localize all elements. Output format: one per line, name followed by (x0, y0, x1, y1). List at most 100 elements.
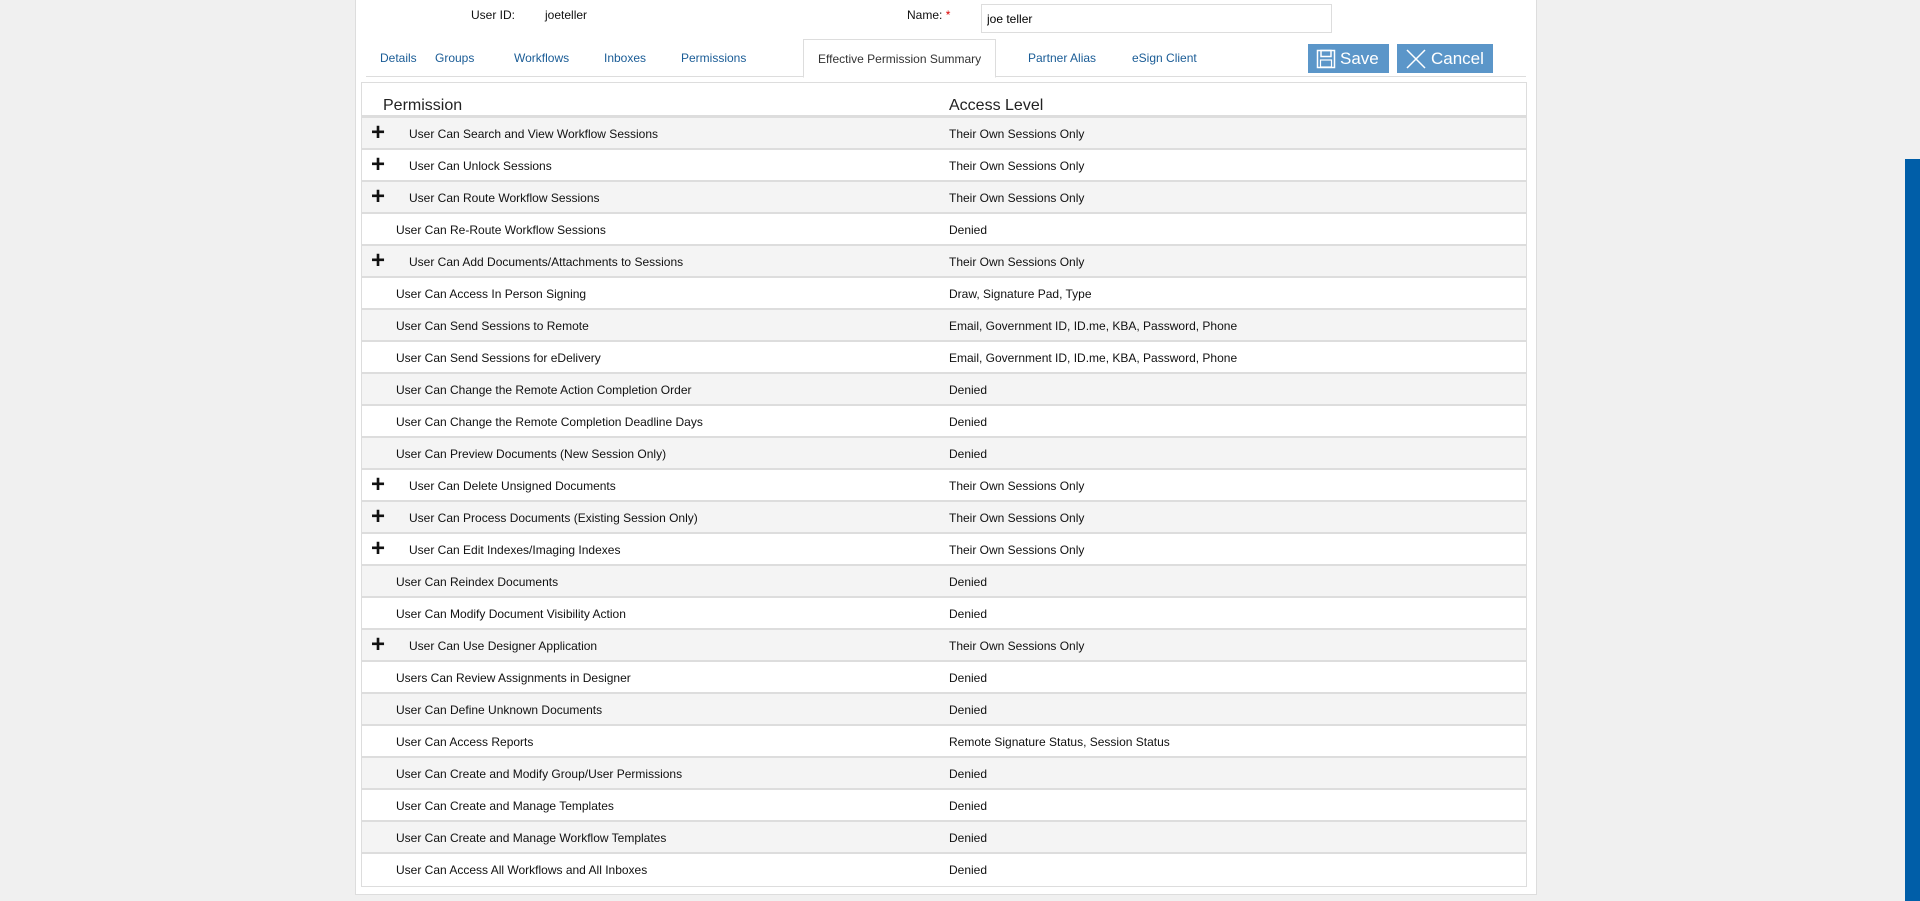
access-level: Their Own Sessions Only (949, 159, 1085, 173)
table-row: User Can Access Reports Remote Signature … (362, 726, 1526, 758)
table-row: User Can Send Sessions to Remote Email, G… (362, 310, 1526, 342)
expand-plus-icon[interactable]: + (371, 471, 386, 498)
permission-name: User Can Search and View Workflow Sessio… (409, 127, 658, 141)
permission-name: User Can Edit Indexes/Imaging Indexes (409, 543, 621, 557)
table-row: + User Can Process Documents (Existing Se… (362, 502, 1526, 534)
table-row: + User Can Delete Unsigned Documents Their… (362, 470, 1526, 502)
tab-workflows[interactable]: Workflows (514, 51, 570, 65)
tab-details[interactable]: Details (380, 51, 417, 65)
permission-name: User Can Change the Remote Completion De… (396, 415, 703, 429)
permission-name: User Can Define Unknown Documents (396, 703, 603, 717)
expand-plus-icon[interactable]: + (371, 119, 386, 146)
user-id-value: joeteller (545, 8, 588, 22)
permission-name: User Can Create and Manage Workflow Temp… (396, 831, 667, 845)
user-id-label: User ID: (471, 8, 516, 22)
close-icon (1406, 48, 1426, 69)
permission-name: User Can Unlock Sessions (409, 159, 552, 173)
table-row: User Can Re-Route Workflow Sessions Denie… (362, 214, 1526, 246)
tab-groups[interactable]: Groups (435, 51, 475, 65)
table-header: Permission Access Level (362, 83, 1526, 118)
access-level: Their Own Sessions Only (949, 639, 1085, 653)
permission-name: User Can Create and Manage Templates (396, 799, 614, 813)
expand-plus-icon[interactable]: + (371, 631, 386, 658)
expand-plus-icon[interactable]: + (371, 183, 386, 210)
table-row: + User Can Search and View Workflow Sessi… (362, 118, 1526, 150)
permission-summary-table: Permission Access Level + User Can Search… (361, 82, 1527, 887)
required-mark: * (945, 8, 951, 22)
table-row: User Can Access In Person Signing Draw, S… (362, 278, 1526, 310)
expand-plus-icon[interactable]: + (371, 151, 386, 178)
table-row: User Can Reindex Documents Denied (362, 566, 1526, 598)
column-header-permission: Permission (383, 97, 463, 114)
permission-name: User Can Process Documents (Existing Ses… (409, 511, 698, 525)
access-level: Denied (949, 831, 988, 845)
table-row: User Can Change the Remote Action Comple… (362, 374, 1526, 406)
name-input[interactable] (981, 4, 1332, 33)
name-label: Name: * (907, 8, 950, 22)
access-level: Denied (949, 703, 988, 717)
save-icon (1316, 49, 1336, 68)
table-row: User Can Send Sessions for eDelivery Emai… (362, 342, 1526, 374)
permission-name: User Can Create and Modify Group/User Pe… (396, 767, 683, 781)
permission-name: User Can Re-Route Workflow Sessions (396, 223, 606, 237)
save-label: Save (1340, 48, 1379, 68)
permission-name: User Can Send Sessions for eDelivery (396, 351, 601, 365)
table-row: + User Can Edit Indexes/Imaging Indexes Th… (362, 534, 1526, 566)
table-row: + User Can Unlock Sessions Their Own Sessi… (362, 150, 1526, 182)
table-row: User Can Create and Manage Templates Deni… (362, 790, 1526, 822)
tab-effective-permission-summary[interactable]: Effective Permission Summary (803, 39, 997, 78)
scrollbar[interactable] (1905, 159, 1920, 901)
permission-name: User Can Send Sessions to Remote (396, 319, 589, 333)
table-row: Users Can Review Assignments in Designer… (362, 662, 1526, 694)
expand-plus-icon[interactable]: + (371, 247, 386, 274)
cancel-button[interactable]: Cancel (1397, 44, 1493, 73)
access-level: Their Own Sessions Only (949, 127, 1085, 141)
access-level: Their Own Sessions Only (949, 511, 1085, 525)
table-row: User Can Preview Documents (New Session … (362, 438, 1526, 470)
access-level: Denied (949, 383, 988, 397)
tab-permissions[interactable]: Permissions (681, 51, 747, 65)
access-level: Denied (949, 863, 988, 877)
save-button[interactable]: Save (1308, 44, 1389, 73)
access-level: Remote Signature Status, Session Status (949, 735, 1170, 749)
column-header-access-level: Access Level (949, 97, 1044, 114)
access-level: Denied (949, 415, 988, 429)
cancel-label: Cancel (1431, 48, 1484, 68)
permission-name: User Can Access In Person Signing (396, 287, 587, 301)
table-row: User Can Create and Manage Workflow Temp… (362, 822, 1526, 854)
permission-name: User Can Change the Remote Action Comple… (396, 383, 692, 397)
tab-partner-alias[interactable]: Partner Alias (1028, 51, 1097, 65)
access-level: Their Own Sessions Only (949, 543, 1085, 557)
table-row: User Can Modify Document Visibility Acti… (362, 598, 1526, 630)
permission-name: User Can Use Designer Application (409, 639, 598, 653)
tab-inboxes[interactable]: Inboxes (604, 51, 647, 65)
access-level: Email, Government ID, ID.me, KBA, Passwo… (949, 351, 1238, 365)
expand-plus-icon[interactable]: + (371, 503, 386, 530)
access-level: Their Own Sessions Only (949, 255, 1085, 269)
table-row: User Can Create and Modify Group/User Pe… (362, 758, 1526, 790)
access-level: Email, Government ID, ID.me, KBA, Passwo… (949, 319, 1238, 333)
permission-name: User Can Delete Unsigned Documents (409, 479, 616, 493)
tab-esign-client[interactable]: eSign Client (1132, 51, 1197, 65)
permission-name: User Can Modify Document Visibility Acti… (396, 607, 626, 621)
permission-name: Users Can Review Assignments in Designer (396, 671, 631, 685)
expand-plus-icon[interactable]: + (371, 535, 386, 562)
access-level: Draw, Signature Pad, Type (949, 287, 1092, 301)
permission-name: User Can Reindex Documents (396, 575, 559, 589)
access-level: Denied (949, 767, 988, 781)
table-row: User Can Define Unknown Documents Denied (362, 694, 1526, 726)
name-label-text: Name: (907, 8, 943, 22)
permission-name: User Can Add Documents/Attachments to Se… (409, 255, 684, 269)
user-edit-panel: User ID: joeteller Name: * Details Group… (355, 0, 1537, 895)
permission-name: User Can Access All Workflows and All In… (396, 863, 648, 877)
access-level: Denied (949, 671, 988, 685)
access-level: Their Own Sessions Only (949, 479, 1085, 493)
access-level: Denied (949, 607, 988, 621)
table-row: + User Can Route Workflow Sessions Their O… (362, 182, 1526, 214)
access-level: Denied (949, 575, 988, 589)
table-row: User Can Access All Workflows and All In… (362, 854, 1526, 886)
table-row: + User Can Add Documents/Attachments to S… (362, 246, 1526, 278)
access-level: Denied (949, 447, 988, 461)
access-level: Their Own Sessions Only (949, 191, 1085, 205)
access-level: Denied (949, 223, 988, 237)
